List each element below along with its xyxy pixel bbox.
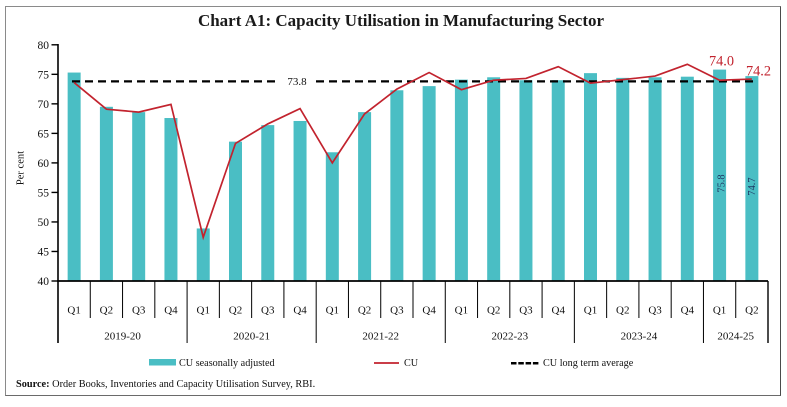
svg-text:60: 60 [38,158,50,170]
svg-text:Q2: Q2 [487,305,500,317]
svg-text:2023-24: 2023-24 [621,331,658,343]
svg-text:2019-20: 2019-20 [104,331,141,343]
svg-text:Q1: Q1 [67,305,80,317]
svg-text:Q3: Q3 [519,305,533,317]
svg-text:CU long term average: CU long term average [543,358,634,369]
svg-text:80: 80 [38,40,50,52]
svg-text:Q1: Q1 [197,305,210,317]
svg-text:Q2: Q2 [745,305,758,317]
svg-text:Q3: Q3 [261,305,275,317]
svg-text:Chart A1: Capacity Utilisation: Chart A1: Capacity Utilisation in Manufa… [198,11,605,30]
svg-text:Q1: Q1 [326,305,339,317]
svg-text:Q3: Q3 [132,305,146,317]
svg-text:Q1: Q1 [713,305,726,317]
svg-text:Q3: Q3 [390,305,404,317]
svg-text:73.8: 73.8 [287,76,307,88]
svg-text:70: 70 [38,99,50,111]
svg-text:Q2: Q2 [229,305,242,317]
svg-text:Q4: Q4 [681,305,695,317]
svg-text:2021-22: 2021-22 [362,331,399,343]
svg-text:74.2: 74.2 [746,64,771,80]
svg-text:74.0: 74.0 [709,54,734,70]
svg-text:Q4: Q4 [552,305,566,317]
svg-text:Source: Order Books, Inventori: Source: Order Books, Inventories and Cap… [16,379,315,390]
svg-text:Q1: Q1 [584,305,597,317]
svg-text:Per cent: Per cent [16,151,27,185]
svg-text:Q1: Q1 [455,305,468,317]
svg-text:Q2: Q2 [358,305,371,317]
svg-text:50: 50 [38,217,50,229]
svg-text:Q3: Q3 [648,305,662,317]
svg-text:Q2: Q2 [100,305,113,317]
svg-text:2024-25: 2024-25 [717,331,754,343]
svg-text:CU seasonally adjusted: CU seasonally adjusted [179,358,275,369]
svg-text:Q4: Q4 [422,305,436,317]
svg-text:55: 55 [38,187,50,199]
svg-text:75: 75 [38,69,50,81]
svg-text:CU: CU [404,358,419,369]
svg-text:2022-23: 2022-23 [491,331,528,343]
svg-text:2020-21: 2020-21 [233,331,270,343]
svg-text:45: 45 [38,246,50,258]
svg-text:Q4: Q4 [164,305,178,317]
svg-text:74.7: 74.7 [747,177,758,195]
svg-text:Q2: Q2 [616,305,629,317]
svg-text:Q4: Q4 [293,305,307,317]
svg-text:75.8: 75.8 [717,174,728,192]
svg-text:40: 40 [38,276,50,288]
svg-text:65: 65 [38,128,50,140]
